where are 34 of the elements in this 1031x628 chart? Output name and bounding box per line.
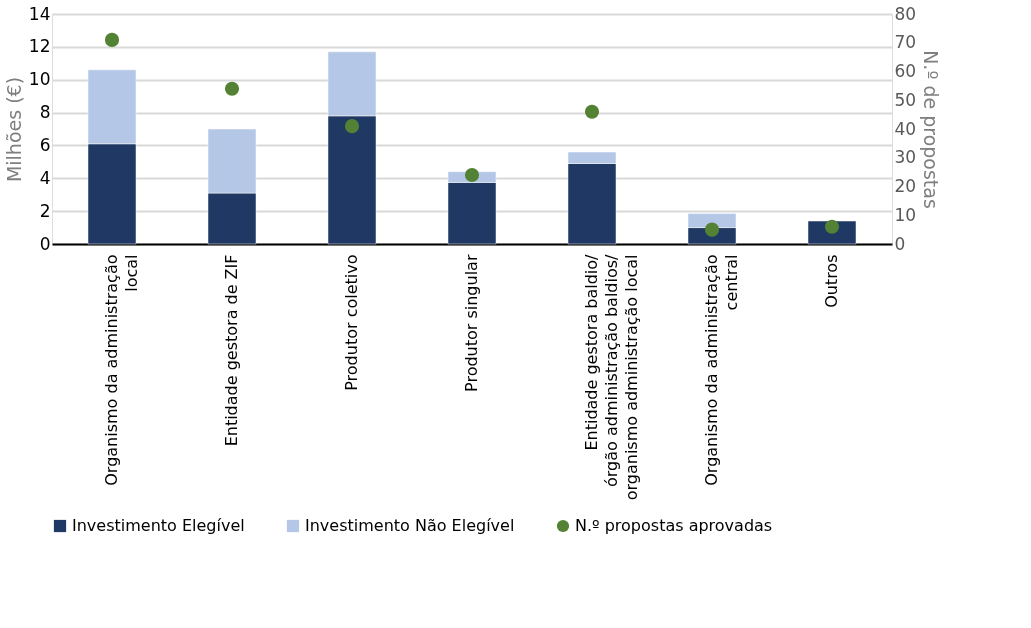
y2-tick-label: 60 [894, 61, 917, 81]
y2-tick-label: 70 [894, 32, 917, 53]
y2-tick-label: 0 [894, 233, 906, 254]
legend-label: N.º propostas aprovadas [575, 516, 773, 535]
point [584, 104, 600, 119]
y-tick-label: 8 [39, 102, 51, 123]
x-tick-label: Entidade gestora baldio/ órgão administração baldios/ organismo administração local [582, 253, 641, 501]
y2-tick-label: 30 [894, 147, 917, 168]
x-tick-label: Outros [822, 254, 841, 308]
point [344, 119, 360, 134]
point [104, 32, 120, 47]
legend-label: Investimento Elegível [72, 516, 245, 535]
x-tick-label: Entidade gestora de ZIF [222, 254, 241, 447]
y2-axis-title: N.º de propostas [920, 50, 943, 209]
x-tick-label: Produtor singular [462, 254, 481, 392]
y-tick-label: 6 [39, 134, 51, 155]
y-axis-title: Milhões (€) [2, 76, 25, 183]
x-tick-label: Organismo da administração central [702, 254, 741, 486]
y2-tick-label: 20 [894, 176, 917, 196]
x-tick-label: Produtor coletivo [342, 254, 361, 391]
y-tick-label: 14 [28, 3, 51, 24]
y-tick-label: 4 [39, 167, 51, 188]
y-tick-label: 0 [39, 233, 51, 254]
legend-label: Investimento Não Elegível [305, 516, 515, 535]
y2-tick-label: 40 [894, 118, 917, 139]
point [224, 81, 240, 96]
x-tick-label: Organismo da administração local [102, 254, 141, 486]
y2-tick-label: 10 [894, 204, 917, 225]
y2-tick-label: 50 [894, 89, 917, 110]
y-tick-label: 12 [28, 36, 51, 57]
y-tick-label: 10 [28, 69, 51, 90]
point [464, 167, 480, 183]
y2-tick-label: 80 [894, 3, 917, 24]
y-tick-label: 2 [39, 200, 51, 221]
